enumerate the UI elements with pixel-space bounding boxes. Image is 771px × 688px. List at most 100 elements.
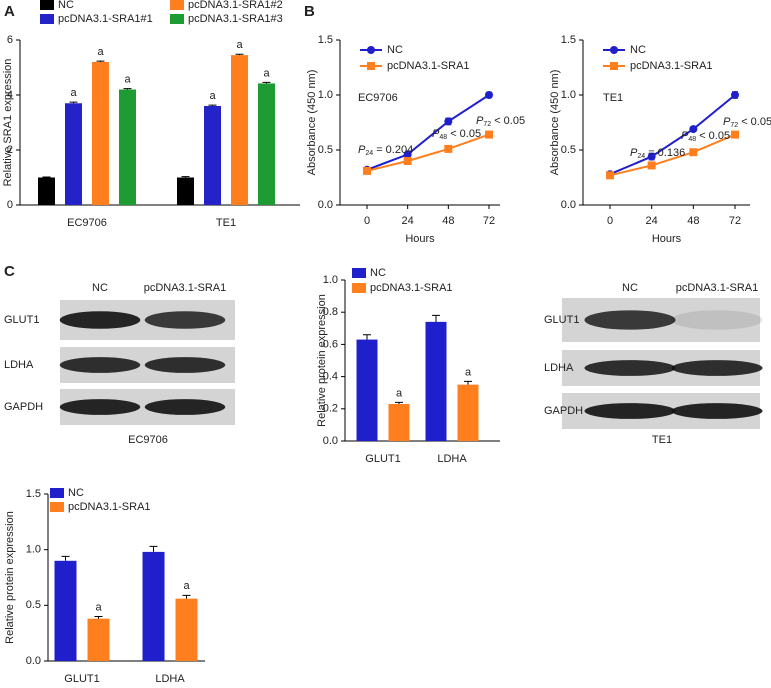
bar bbox=[175, 598, 198, 661]
legend-marker bbox=[367, 62, 375, 70]
protein-label: LDHA bbox=[4, 359, 34, 371]
bar bbox=[87, 618, 110, 661]
p-text: < 0.05 bbox=[447, 128, 481, 140]
point bbox=[444, 117, 453, 126]
error-bar bbox=[262, 81, 271, 84]
legend-swatch bbox=[170, 14, 184, 24]
legend-marker bbox=[610, 62, 618, 70]
p-symbol: P bbox=[681, 130, 689, 142]
p-value: P48 < 0.05 bbox=[432, 128, 481, 141]
point bbox=[731, 91, 739, 99]
point bbox=[606, 171, 614, 180]
line bbox=[366, 94, 490, 171]
bar bbox=[177, 177, 194, 205]
bar bbox=[38, 177, 55, 205]
legend-swatch bbox=[50, 502, 64, 512]
y-tick-label: 1.0 bbox=[561, 89, 576, 101]
p-symbol: P bbox=[723, 116, 731, 128]
point bbox=[485, 91, 493, 99]
bar bbox=[119, 89, 136, 205]
y-tick-label: 0.5 bbox=[26, 599, 41, 611]
lane-label: NC bbox=[92, 282, 108, 294]
x-tick-label: LDHA bbox=[155, 673, 185, 685]
legend-swatch bbox=[50, 488, 64, 498]
panel-label: A bbox=[4, 3, 15, 20]
blot-band bbox=[144, 311, 226, 329]
y-tick-label: 0.8 bbox=[323, 306, 338, 318]
significance-label: a bbox=[97, 46, 104, 58]
error-bar bbox=[235, 53, 244, 56]
p-symbol: P bbox=[358, 144, 366, 156]
x-tick-label: 24 bbox=[402, 215, 414, 227]
p-value: P72 < 0.05 bbox=[723, 116, 771, 129]
error-bar bbox=[395, 401, 403, 404]
error-bar bbox=[61, 555, 70, 561]
bar bbox=[388, 403, 410, 441]
line bbox=[609, 133, 736, 177]
y-tick-label: 1.0 bbox=[323, 274, 338, 286]
x-tick-label: GLUT1 bbox=[365, 453, 400, 465]
x-axis-label: Hours bbox=[405, 233, 435, 245]
p-subscript: 72 bbox=[483, 121, 491, 128]
lane-label: pcDNA3.1-SRA1 bbox=[144, 282, 227, 294]
legend-label: pcDNA3.1-SRA1#2 bbox=[188, 0, 283, 11]
y-axis-label: Absorbance (450 nm) bbox=[549, 70, 561, 176]
y-tick-label: 0.0 bbox=[323, 435, 338, 447]
x-tick-label: 48 bbox=[687, 215, 699, 227]
x-tick-label: 72 bbox=[729, 215, 741, 227]
bar bbox=[258, 83, 275, 205]
y-tick-label: 1.0 bbox=[26, 544, 41, 556]
point bbox=[485, 130, 493, 139]
bar bbox=[231, 55, 248, 205]
line bbox=[609, 94, 736, 176]
lane-label: NC bbox=[622, 282, 638, 294]
significance-label: a bbox=[396, 387, 403, 399]
legend-swatch bbox=[352, 283, 366, 293]
p-value: P72 < 0.05 bbox=[476, 115, 525, 128]
p-symbol: P bbox=[432, 128, 440, 140]
legend-label: pcDNA3.1-SRA1 bbox=[630, 60, 713, 72]
y-axis-label: Relative protein expression bbox=[316, 294, 328, 427]
bar bbox=[457, 384, 479, 441]
bar bbox=[425, 321, 447, 441]
p-text: < 0.05 bbox=[491, 115, 525, 127]
p-subscript: 72 bbox=[730, 122, 738, 129]
y-tick-label: 0.5 bbox=[561, 144, 576, 156]
error-bar bbox=[182, 594, 191, 599]
x-tick-label: 24 bbox=[646, 215, 658, 227]
y-tick-label: 0.6 bbox=[323, 338, 338, 350]
legend-swatch bbox=[40, 14, 54, 24]
blot-band bbox=[671, 360, 763, 376]
point bbox=[444, 144, 453, 153]
y-tick-label: 6 bbox=[7, 34, 13, 46]
blot-caption: EC9706 bbox=[128, 434, 168, 446]
protein-label: GLUT1 bbox=[4, 314, 39, 326]
x-axis-label: Hours bbox=[652, 233, 682, 245]
legend-swatch bbox=[40, 0, 54, 10]
p-symbol: P bbox=[476, 115, 484, 127]
protein-label: GLUT1 bbox=[544, 314, 579, 326]
legend-label: pcDNA3.1-SRA1 bbox=[370, 282, 453, 294]
x-tick-label: LDHA bbox=[437, 453, 467, 465]
error-bar bbox=[42, 176, 51, 178]
point bbox=[689, 125, 698, 134]
x-tick-label: 0 bbox=[364, 215, 370, 227]
legend-label: NC bbox=[68, 487, 84, 499]
y-axis-label: Absorbance (450 nm) bbox=[306, 70, 318, 176]
y-tick-label: 1.0 bbox=[318, 89, 333, 101]
legend-label: pcDNA3.1-SRA1 bbox=[387, 60, 470, 72]
error-bar bbox=[149, 545, 158, 552]
y-tick-label: 0.4 bbox=[323, 371, 338, 383]
bar bbox=[142, 551, 165, 661]
significance-label: a bbox=[263, 67, 270, 79]
x-tick-label: EC9706 bbox=[67, 217, 107, 229]
p-text: < 0.05 bbox=[696, 130, 730, 142]
p-value: P24 = 0.136 bbox=[630, 147, 685, 160]
legend-label: pcDNA3.1-SRA1#3 bbox=[188, 13, 283, 25]
y-tick-label: 1.5 bbox=[561, 34, 576, 46]
y-axis-label: Relative protein expression bbox=[4, 511, 16, 644]
panel-label: B bbox=[304, 3, 315, 20]
p-value: P24 = 0.204 bbox=[358, 144, 413, 157]
error-bar bbox=[96, 60, 105, 62]
legend-swatch bbox=[170, 0, 184, 10]
